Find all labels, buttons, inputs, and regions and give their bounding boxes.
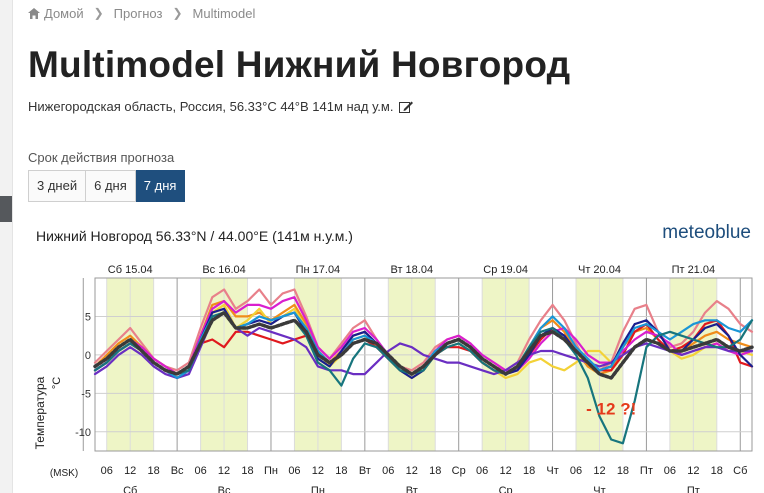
x-tick-label: Ср — [452, 465, 466, 477]
day-label-bottom: Пт — [687, 485, 700, 493]
y-tick-label: -10 — [75, 427, 91, 439]
home-icon — [28, 7, 40, 19]
x-tick-label: Вс — [171, 465, 184, 477]
x-tick-label: 06 — [664, 465, 676, 477]
forecast-period-label: Срок действия прогноза — [28, 150, 175, 165]
period-tab-1[interactable]: 6 дня — [86, 170, 136, 202]
breadcrumb-current[interactable]: Multimodel — [192, 5, 256, 21]
x-tick-label: 12 — [406, 465, 418, 477]
x-tick-label: 18 — [148, 465, 160, 477]
timezone-label: (MSK) — [50, 468, 78, 479]
period-tab-0[interactable]: 3 дней — [28, 170, 87, 202]
x-tick-label: 06 — [476, 465, 488, 477]
left-edge-handle[interactable] — [0, 196, 12, 222]
y-tick-label: -5 — [81, 388, 91, 400]
left-edge-bar — [0, 0, 13, 493]
location-details: Нижегородская область, Россия, 56.33°C 4… — [28, 99, 394, 114]
x-tick-label: Пт — [640, 465, 653, 477]
y-axis-label: Температура — [33, 376, 47, 449]
y-unit-label: °C — [51, 377, 63, 389]
breadcrumb-home[interactable]: Домой — [28, 6, 84, 21]
x-tick-label: 12 — [593, 465, 605, 477]
breadcrumb: Домой ❯ Прогноз ❯ Multimodel — [28, 4, 255, 22]
meteoblue-logo: meteoblue — [662, 222, 751, 243]
chevron-right-icon: ❯ — [172, 6, 183, 20]
chevron-right-icon: ❯ — [93, 6, 104, 20]
x-tick-label: 12 — [687, 465, 699, 477]
series-line-0 — [93, 288, 754, 372]
chart-header: Нижний Новгород 56.33°N / 44.00°E (141м … — [36, 228, 353, 244]
day-label-bottom: Пн — [311, 485, 325, 493]
x-tick-label: 06 — [288, 465, 300, 477]
x-tick-label: 06 — [382, 465, 394, 477]
day-label-bottom: Ср — [499, 485, 513, 493]
x-tick-label: 06 — [570, 465, 582, 477]
y-tick-label: 5 — [85, 311, 91, 323]
x-tick-label: 12 — [312, 465, 324, 477]
breadcrumb-forecast[interactable]: Прогноз — [113, 5, 163, 21]
day-label-top: Чт 20.04 — [578, 264, 621, 276]
x-tick-label: Вт — [359, 465, 371, 477]
day-label-bottom: Чт — [593, 485, 605, 493]
day-label-top: Пт 21.04 — [672, 264, 716, 276]
period-tab-2[interactable]: 7 дня — [135, 170, 186, 202]
x-tick-label: Чт — [546, 465, 558, 477]
page-title: Multimodel Нижний Новгород — [28, 44, 571, 85]
x-tick-label: 18 — [335, 465, 347, 477]
x-tick-label: 06 — [194, 465, 206, 477]
x-tick-label: Сб — [733, 465, 747, 477]
day-label-bottom: Вс — [218, 485, 231, 493]
x-tick-label: 12 — [218, 465, 230, 477]
x-tick-label: 18 — [523, 465, 535, 477]
day-label-top: Сб 15.04 — [108, 264, 153, 276]
x-tick-label: 06 — [101, 465, 113, 477]
annotation-label: - 12 ?! — [586, 400, 636, 419]
x-tick-label: 12 — [124, 465, 136, 477]
x-tick-label: 12 — [500, 465, 512, 477]
x-tick-label: 18 — [241, 465, 253, 477]
day-label-top: Вс 16.04 — [202, 264, 245, 276]
x-tick-label: 18 — [711, 465, 723, 477]
day-label-top: Ср 19.04 — [483, 264, 528, 276]
multimodel-temperature-chart: Нижний Новгород 56.33°N / 44.00°E (141м … — [33, 222, 754, 493]
edit-icon[interactable] — [399, 100, 414, 113]
day-label-top: Вт 18.04 — [390, 264, 433, 276]
series-line-9 — [93, 310, 754, 380]
day-label-bottom: Сб — [123, 485, 137, 493]
x-tick-label: 18 — [429, 465, 441, 477]
forecast-period-tabs: 3 дней 6 дня 7 дня — [28, 170, 186, 202]
location-subtitle: Нижегородская область, Россия, 56.33°C 4… — [28, 99, 414, 114]
breadcrumb-home-label: Домой — [44, 5, 84, 21]
x-tick-label: Пн — [264, 465, 278, 477]
day-label-bottom: Вт — [406, 485, 418, 493]
y-tick-label: 0 — [85, 350, 91, 362]
day-label-top: Пн 17.04 — [296, 264, 341, 276]
x-tick-label: 18 — [617, 465, 629, 477]
